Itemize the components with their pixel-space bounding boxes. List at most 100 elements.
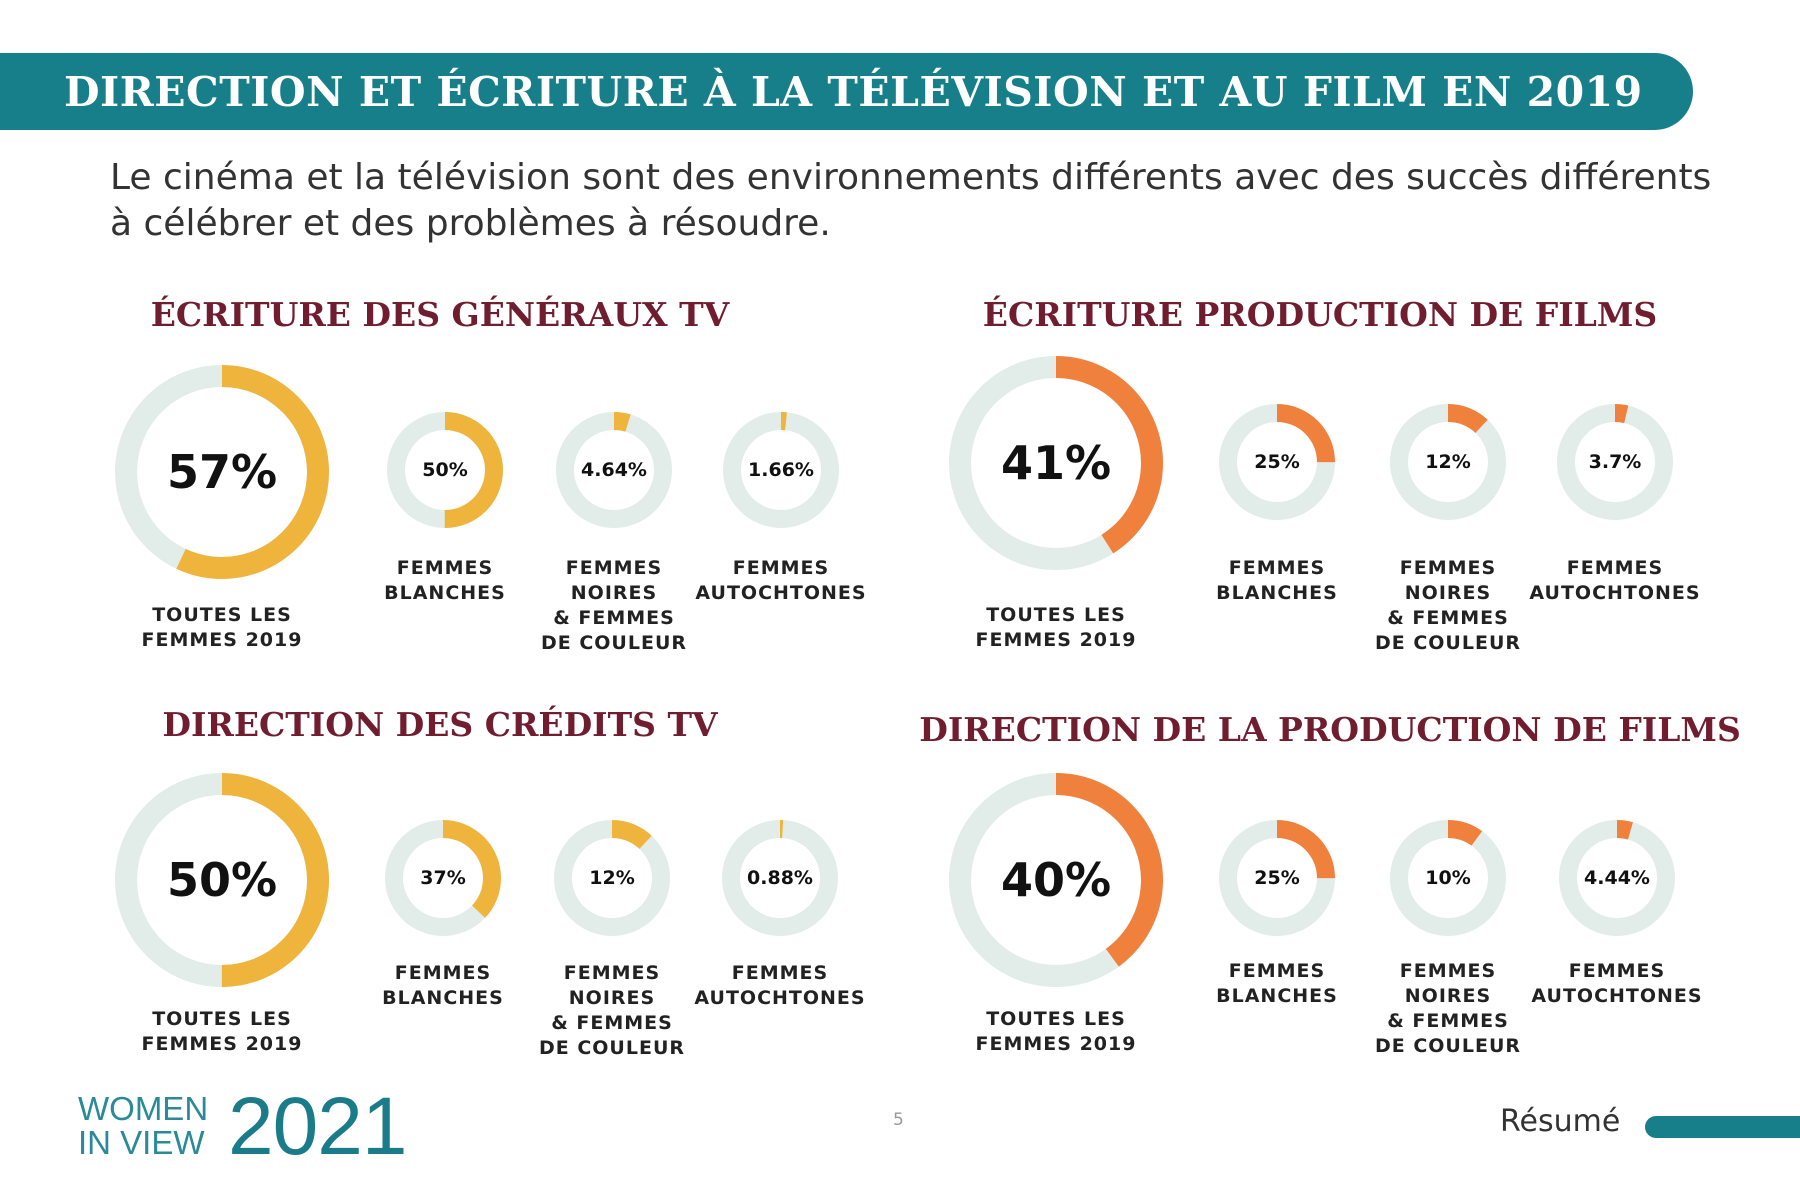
category-label-line: FEMMES 2019 <box>975 1033 1137 1055</box>
donut-value-label: 4.64% <box>581 459 647 481</box>
donut-value-arc <box>1390 820 1506 936</box>
category-label-line: TOUTES LES <box>152 604 292 626</box>
label-femmes-blanches: FEMMES BLANCHES <box>1182 959 1372 1009</box>
donut-svg <box>1219 404 1335 520</box>
label-femmes-noires-couleur: FEMMES NOIRES & FEMMES DE COULEUR <box>1353 556 1543 656</box>
category-label-line: FEMMES <box>563 962 661 984</box>
donut-value-arc <box>723 412 839 528</box>
donut-svg <box>387 412 503 528</box>
donut-svg <box>385 820 501 936</box>
donut-femmes-noires-couleur: 4.64% <box>547 403 681 537</box>
donut-svg <box>115 773 329 987</box>
category-label-line: TOUTES LES <box>986 604 1126 626</box>
donut-value-label: 37% <box>420 867 466 889</box>
logo-year: 2021 <box>228 1081 407 1172</box>
donut-value-arc <box>387 412 503 528</box>
category-label-line: AUTOCHTONES <box>1531 985 1703 1007</box>
category-label-line: AUTOCHTONES <box>1529 582 1701 604</box>
label-femmes-noires-couleur: FEMMES NOIRES & FEMMES DE COULEUR <box>1353 959 1543 1059</box>
category-label-line: DE COULEUR <box>540 632 688 654</box>
donut-femmes-blanches: 25% <box>1210 395 1344 529</box>
donut-value-arc <box>1219 820 1335 936</box>
donut-svg <box>115 365 329 579</box>
donut-femmes-noires-couleur: 12% <box>545 811 679 945</box>
label-femmes-blanches: FEMMES BLANCHES <box>348 961 538 1011</box>
category-label-line: & FEMMES <box>1387 607 1509 629</box>
donut-value-label: 12% <box>1425 451 1471 473</box>
women-in-view-logo: WOMEN IN VIEW 2021 <box>78 1082 418 1172</box>
panel-title: DIRECTION DES CRÉDITS TV <box>162 705 718 744</box>
label-femmes-blanches: FEMMES BLANCHES <box>350 556 540 606</box>
donut-value-label: 1.66% <box>748 459 814 481</box>
donut-value-arc <box>385 820 501 936</box>
logo-wordmark: WOMEN IN VIEW <box>78 1092 208 1160</box>
category-label-line: NOIRES <box>1404 985 1492 1007</box>
donut-value-label: 57% <box>166 445 278 499</box>
panel-title: ÉCRITURE PRODUCTION DE FILMS <box>982 295 1658 334</box>
donut-value-label: 25% <box>1254 451 1300 473</box>
category-label-line: & FEMMES <box>553 607 675 629</box>
donut-value-label: 50% <box>166 853 278 907</box>
donut-femmes-autochtones: 0.88% <box>713 811 847 945</box>
donut-toutes-les-femmes: 41% <box>938 345 1174 581</box>
title-banner: DIRECTION ET ÉCRITURE À LA TÉLÉVISION ET… <box>0 53 1693 130</box>
category-label-line: FEMMES <box>731 962 829 984</box>
category-label-line: BLANCHES <box>382 987 504 1009</box>
category-label-line: FEMMES <box>1228 557 1326 579</box>
category-label-line: DE COULEUR <box>1374 1035 1522 1057</box>
label-toutes-les-femmes: TOUTES LES FEMMES 2019 <box>127 1007 317 1057</box>
panel-title: DIRECTION DE LA PRODUCTION DE FILMS <box>919 710 1741 749</box>
resume-link[interactable]: Résumé <box>1500 1104 1621 1139</box>
donut-value-label: 3.7% <box>1588 451 1642 473</box>
donut-value-arc <box>115 773 329 987</box>
donut-value-arc <box>722 820 838 936</box>
donut-value-arc <box>554 820 670 936</box>
donut-value-label: 12% <box>589 867 635 889</box>
donut-femmes-autochtones: 3.7% <box>1548 395 1682 529</box>
category-label-line: NOIRES <box>568 987 656 1009</box>
donut-toutes-les-femmes: 40% <box>938 762 1174 998</box>
donut-svg <box>723 412 839 528</box>
category-label-line: FEMMES <box>1228 960 1326 982</box>
donut-toutes-les-femmes: 57% <box>104 354 340 590</box>
category-label-line: BLANCHES <box>1216 582 1338 604</box>
donut-value-arc <box>949 356 1163 570</box>
category-label-line: TOUTES LES <box>986 1008 1126 1030</box>
donut-value-label: 50% <box>422 459 468 481</box>
donut-value-arc <box>556 412 672 528</box>
donut-value-label: 40% <box>1000 853 1112 907</box>
label-toutes-les-femmes: TOUTES LES FEMMES 2019 <box>961 1007 1151 1057</box>
panel-title: ÉCRITURE DES GÉNÉRAUX TV <box>150 295 730 334</box>
label-femmes-autochtones: FEMMES AUTOCHTONES <box>685 961 875 1011</box>
donut-value-arc <box>1559 820 1675 936</box>
category-label-line: DE COULEUR <box>538 1037 686 1059</box>
category-label-line: AUTOCHTONES <box>695 582 867 604</box>
donut-svg <box>949 773 1163 987</box>
donut-value-label: 25% <box>1254 867 1300 889</box>
category-label-line: TOUTES LES <box>152 1008 292 1030</box>
donut-value-label: 10% <box>1425 867 1471 889</box>
label-femmes-autochtones: FEMMES AUTOCHTONES <box>1522 959 1712 1009</box>
donut-svg <box>1219 820 1335 936</box>
donut-svg <box>722 820 838 936</box>
resume-bar[interactable] <box>1645 1116 1800 1138</box>
donut-value-label: 0.88% <box>747 867 813 889</box>
category-label-line: NOIRES <box>570 582 658 604</box>
page-number: 5 <box>893 1110 904 1130</box>
category-label-line: FEMMES 2019 <box>975 629 1137 651</box>
donut-femmes-blanches: 50% <box>378 403 512 537</box>
label-femmes-noires-couleur: FEMMES NOIRES & FEMMES DE COULEUR <box>519 556 709 656</box>
intro-text: Le cinéma et la télévision sont des envi… <box>110 155 1800 247</box>
donut-femmes-noires-couleur: 10% <box>1381 811 1515 945</box>
donut-value-arc <box>115 365 329 579</box>
category-label-line: FEMMES <box>1566 557 1664 579</box>
donut-value-arc <box>1219 404 1335 520</box>
category-label-line: & FEMMES <box>551 1012 673 1034</box>
logo-line-1: WOMEN <box>78 1090 209 1127</box>
label-femmes-autochtones: FEMMES AUTOCHTONES <box>686 556 876 606</box>
donut-svg <box>1390 404 1506 520</box>
donut-value-arc <box>1557 404 1673 520</box>
label-toutes-les-femmes: TOUTES LES FEMMES 2019 <box>127 603 317 653</box>
category-label-line: FEMMES <box>396 557 494 579</box>
category-label-line: NOIRES <box>1404 582 1492 604</box>
